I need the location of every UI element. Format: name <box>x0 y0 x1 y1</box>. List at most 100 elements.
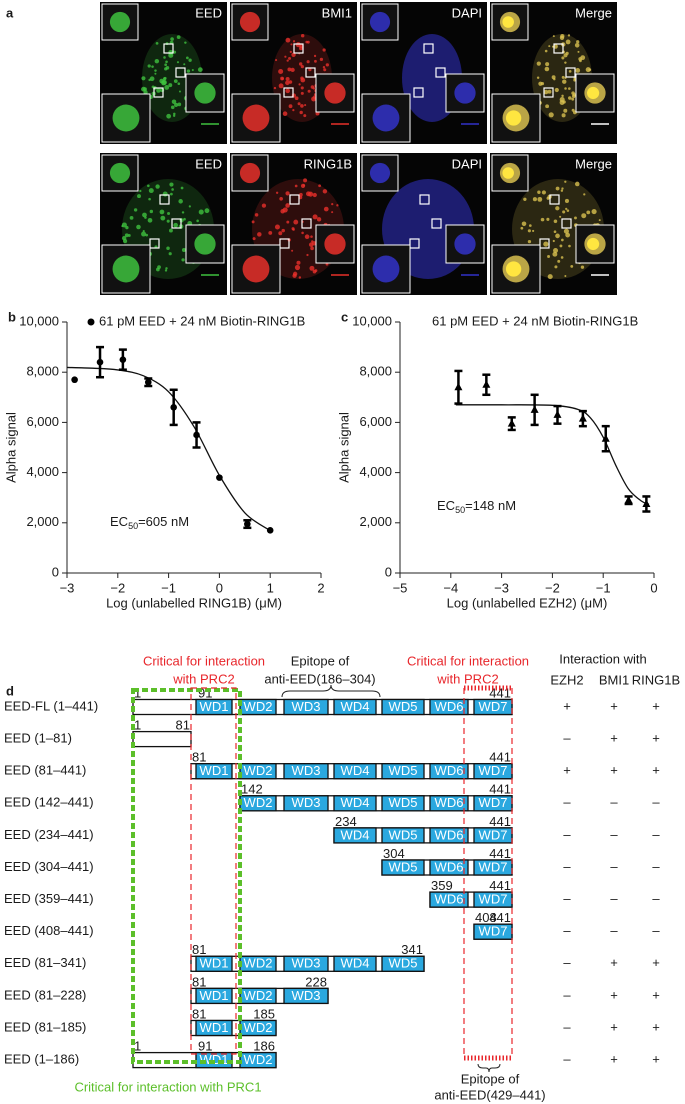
speckle <box>169 228 173 233</box>
speckle <box>133 208 138 212</box>
x-tick-label: 2 <box>317 580 324 595</box>
x-tick-label: −3 <box>60 580 75 595</box>
inset-signal <box>369 162 391 184</box>
x-axis-label: Log (unlabelled RING1B) (μM) <box>106 595 282 610</box>
micrograph: RING1B <box>230 153 357 295</box>
y-axis-label: Alpha signal <box>336 412 351 483</box>
channel-label: DAPI <box>452 5 482 20</box>
speckle <box>144 216 147 219</box>
column-header: BMI1 <box>599 672 629 687</box>
y-tick-label: 2,000 <box>26 514 59 529</box>
residue-label: 234 <box>335 814 357 829</box>
wd-label: WD6 <box>435 795 464 810</box>
speckle <box>560 256 564 259</box>
roi-box <box>565 67 576 78</box>
speckle <box>142 229 145 233</box>
residue-label: 441 <box>489 782 511 797</box>
inset-signal <box>109 162 131 184</box>
data-point <box>193 431 200 439</box>
speckle <box>547 89 552 94</box>
y-tick-label: 2,000 <box>359 514 392 529</box>
wd-label: WD6 <box>435 859 464 874</box>
roi-box <box>149 238 160 249</box>
speckle <box>580 265 585 269</box>
speckle <box>166 246 170 251</box>
speckle <box>141 231 147 237</box>
row-label: EED (142–441) <box>4 795 94 810</box>
data-point <box>454 382 463 391</box>
speckle <box>543 241 549 247</box>
speckle <box>177 82 181 86</box>
roi-box <box>153 87 164 98</box>
speckle <box>300 76 304 80</box>
interaction-value: – <box>563 795 571 810</box>
speckle <box>559 215 562 218</box>
speckle <box>149 76 155 82</box>
roi-box <box>305 67 316 78</box>
speckle <box>170 37 174 41</box>
speckle <box>172 114 176 118</box>
x-axis-label: Log (unlabelled EZH2) (μM) <box>447 595 608 610</box>
residue-label: 1 <box>134 685 141 700</box>
residue-label: 185 <box>253 1006 275 1021</box>
speckle <box>552 251 558 257</box>
roi-box <box>301 218 312 229</box>
interaction-value: + <box>652 731 660 746</box>
interaction-value: + <box>610 763 618 778</box>
interaction-value: – <box>610 923 618 938</box>
inset-signal <box>109 11 131 33</box>
channel-label: Merge <box>575 156 612 171</box>
speckle <box>561 187 564 190</box>
speckle <box>301 231 304 235</box>
speckle <box>310 235 313 238</box>
speckle <box>557 259 561 263</box>
y-tick-label: 0 <box>385 564 392 579</box>
inset-signal <box>239 11 261 33</box>
inset <box>491 154 529 192</box>
speckle <box>185 56 189 60</box>
speckle <box>147 64 151 68</box>
speckle <box>552 35 555 38</box>
fit-curve <box>66 366 271 532</box>
annotation: anti-EED(429–441) <box>434 1087 545 1102</box>
annotation: Epitope of <box>291 653 350 668</box>
wd-domain <box>195 955 233 972</box>
speckle <box>300 86 304 90</box>
wd-label: WD2 <box>244 763 273 778</box>
speckle <box>178 199 183 204</box>
annotation: with PRC2 <box>436 671 498 686</box>
wd-domain <box>473 698 513 716</box>
wd-domain <box>429 859 469 876</box>
speckle <box>285 191 290 196</box>
speckle <box>188 205 191 208</box>
residue-label: 81 <box>192 1006 206 1021</box>
wd-domain <box>283 987 329 1005</box>
legend-label: 61 pM EED + 24 nM Biotin-RING1B <box>99 313 305 328</box>
speckle <box>177 102 182 107</box>
interaction-value: – <box>563 891 571 906</box>
wd-label: WD2 <box>244 988 273 1003</box>
speckle <box>323 68 327 72</box>
row-label: EED (408–441) <box>4 923 94 938</box>
speckle <box>161 79 167 85</box>
row-label: EED (81–185) <box>4 1019 86 1034</box>
speckle <box>561 238 564 242</box>
wd-label: WD4 <box>341 827 370 842</box>
speckle <box>562 210 566 214</box>
wd-domain <box>473 859 513 876</box>
row-label: EED (81–228) <box>4 987 86 1002</box>
roi-box <box>409 238 420 249</box>
inset-signal <box>194 233 216 255</box>
wd-label: WD2 <box>244 956 273 971</box>
speckle <box>181 258 185 262</box>
interaction-value: – <box>610 795 618 810</box>
residue-label: 304 <box>383 846 405 861</box>
speckle <box>181 211 185 214</box>
y-tick-label: 8,000 <box>26 364 59 379</box>
wd-domain <box>429 891 469 908</box>
speckle <box>180 186 184 190</box>
construct-bar <box>132 730 192 748</box>
wd-domain <box>283 955 329 972</box>
wd-label: WD5 <box>389 763 418 778</box>
wd-label: WD4 <box>341 795 370 810</box>
